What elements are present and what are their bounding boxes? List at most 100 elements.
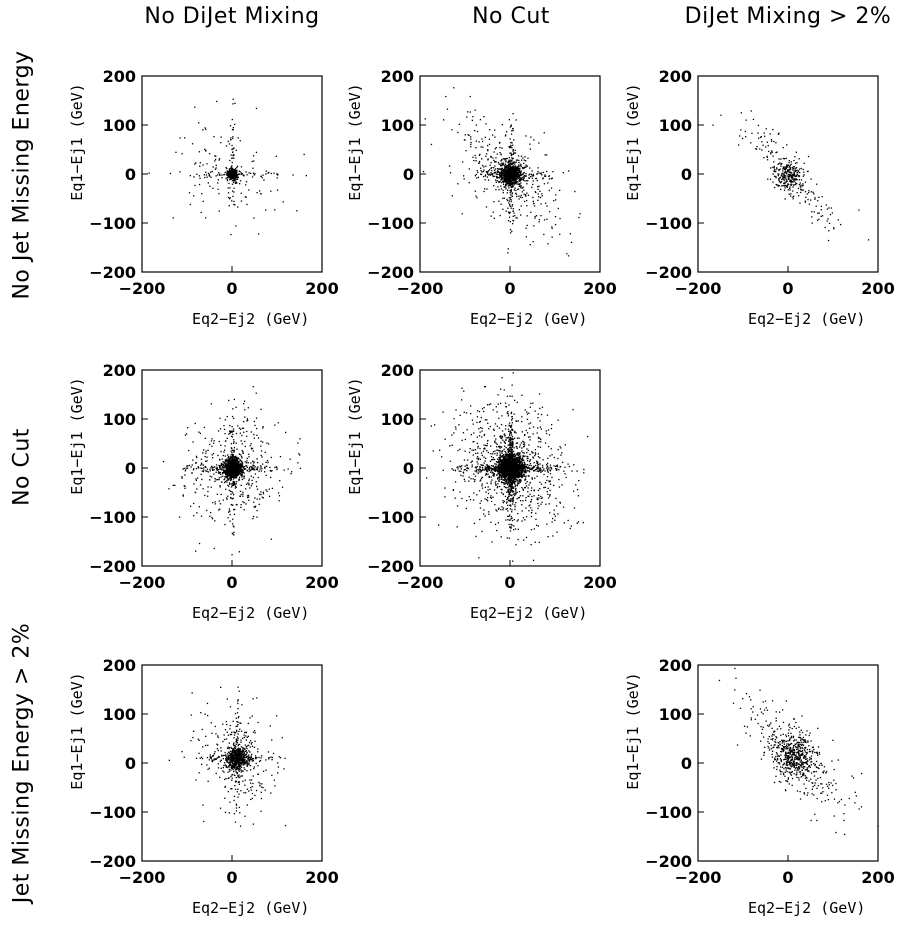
scatter-point — [510, 444, 512, 446]
scatter-point — [474, 190, 476, 192]
scatter-point — [507, 455, 509, 457]
scatter-point — [231, 168, 233, 170]
scatter-point — [517, 176, 519, 179]
scatter-point — [224, 481, 226, 484]
scatter-point — [520, 170, 522, 172]
scatter-point — [225, 488, 227, 490]
scatter-point — [238, 474, 240, 476]
scatter-point — [522, 167, 524, 169]
scatter-point — [233, 531, 235, 533]
scatter-point — [532, 183, 534, 186]
scatter-point — [256, 458, 258, 460]
scatter-point — [472, 499, 475, 501]
scatter-point — [202, 164, 204, 166]
scatter-point — [775, 152, 777, 154]
scatter-panel: 200 100 0 −100 −200 −200 0 200 Eq2−Ej2 (GeV) Eq1−… — [62, 67, 339, 334]
scatter-point — [231, 461, 234, 463]
scatter-point — [798, 175, 800, 177]
scatter-point — [788, 193, 790, 195]
scatter-point — [217, 430, 220, 432]
scatter-point — [481, 466, 484, 468]
scatter-point — [226, 463, 228, 466]
scatter-point — [258, 470, 260, 472]
scatter-point — [555, 199, 557, 201]
scatter-point — [791, 180, 793, 183]
scatter-point — [478, 141, 480, 143]
scatter-point — [229, 198, 231, 200]
scatter-point — [464, 134, 466, 136]
scatter-point — [226, 469, 228, 471]
scatter-point — [540, 469, 542, 471]
scatter-point — [262, 497, 264, 499]
scatter-point — [231, 178, 233, 180]
scatter-point — [198, 183, 201, 186]
scatter-point — [233, 475, 235, 477]
scatter-point — [502, 197, 504, 199]
scatter-point — [229, 174, 231, 176]
scatter-point — [227, 459, 230, 462]
scatter-point — [514, 215, 516, 217]
scatter-point — [511, 165, 513, 167]
scatter-point — [260, 450, 263, 452]
scatter-point — [501, 174, 503, 176]
scatter-point — [762, 144, 764, 146]
scatter-point — [260, 175, 262, 177]
scatter-point — [162, 460, 165, 463]
scatter-point — [242, 452, 244, 454]
scatter-point — [233, 460, 235, 462]
scatter-point — [513, 167, 515, 169]
scatter-point — [472, 116, 474, 118]
scatter-point — [226, 174, 228, 176]
scatter-point — [243, 502, 245, 504]
scatter-point — [240, 166, 243, 168]
x-axis-label: Eq2−Ej2 (GeV) — [748, 310, 866, 328]
scatter-point — [457, 131, 459, 134]
scatter-point — [518, 164, 520, 166]
scatter-point — [505, 455, 507, 457]
scatter-point — [198, 542, 201, 545]
scatter-point — [507, 428, 510, 430]
scatter-point — [510, 177, 512, 179]
scatter-point — [520, 172, 522, 174]
scatter-point — [783, 168, 785, 170]
scatter-point — [195, 550, 197, 552]
scatter-point — [235, 170, 237, 172]
scatter-point — [218, 158, 221, 160]
scatter-point — [518, 183, 520, 185]
scatter-point — [245, 181, 248, 183]
scatter-point — [256, 427, 258, 430]
scatter-point — [481, 427, 483, 429]
scatter-point — [484, 460, 486, 462]
scatter-point — [791, 176, 794, 178]
scatter-point — [519, 184, 521, 186]
scatter-point — [220, 444, 222, 446]
scatter-point — [234, 466, 236, 469]
scatter-point — [242, 471, 244, 473]
scatter-point — [240, 465, 242, 467]
scatter-point — [504, 442, 506, 444]
scatter-point — [232, 459, 234, 461]
scatter-point — [225, 476, 227, 479]
scatter-point — [515, 489, 517, 491]
scatter-point — [523, 452, 525, 454]
scatter-point — [471, 119, 473, 121]
scatter-point — [224, 445, 226, 447]
scatter-point — [261, 468, 263, 470]
scatter-point — [785, 172, 787, 174]
scatter-point — [226, 479, 228, 481]
scatter-point — [224, 460, 227, 462]
scatter-point — [492, 173, 494, 175]
scatter-point — [811, 222, 813, 224]
scatter-point — [224, 419, 226, 421]
scatter-point — [512, 501, 514, 503]
scatter-point — [245, 483, 248, 485]
scatter-point — [494, 129, 496, 131]
scatter-point — [511, 517, 513, 519]
scatter-point — [496, 411, 498, 413]
scatter-point — [222, 467, 224, 469]
scatter-point — [230, 476, 233, 478]
scatter-point — [198, 151, 200, 153]
scatter-point — [517, 188, 520, 190]
scatter-point — [512, 184, 514, 187]
scatter-point — [233, 187, 235, 189]
